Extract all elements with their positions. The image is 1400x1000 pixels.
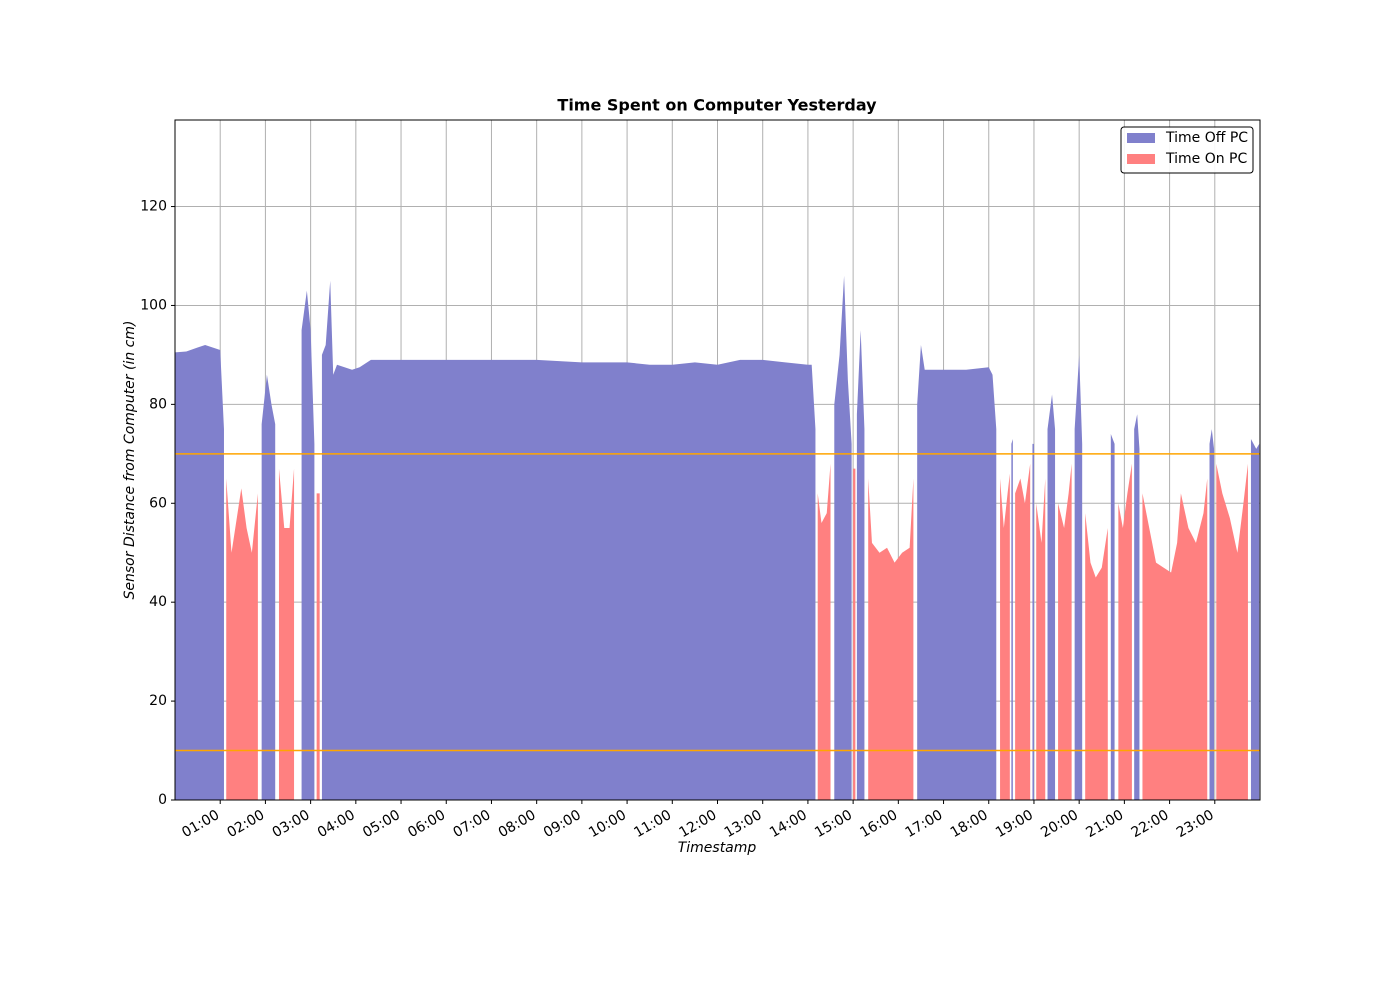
legend-label: Time Off PC bbox=[1165, 130, 1248, 146]
area bbox=[175, 275, 1260, 800]
area bbox=[226, 463, 1248, 800]
y-tick-label: 60 bbox=[149, 495, 167, 511]
legend-label: Time On PC bbox=[1165, 151, 1247, 167]
plot-frame bbox=[174, 119, 1261, 801]
legend: Time Off PC Time On PC bbox=[1120, 126, 1254, 174]
chart-title: Time Spent on Computer Yesterday bbox=[557, 96, 877, 115]
legend-swatch bbox=[1127, 154, 1155, 164]
y-tick-label: 120 bbox=[140, 199, 167, 215]
legend-swatch bbox=[1127, 133, 1155, 143]
y-tick-label: 0 bbox=[158, 792, 167, 808]
y-tick-label: 40 bbox=[149, 594, 167, 610]
x-axis-label: Timestamp bbox=[678, 840, 757, 856]
y-tick-label: 20 bbox=[149, 693, 167, 709]
y-tick-label: 100 bbox=[140, 297, 167, 313]
y-axis-label: Sensor Distance from Computer (in cm) bbox=[122, 321, 138, 600]
y-tick-label: 80 bbox=[149, 396, 167, 412]
